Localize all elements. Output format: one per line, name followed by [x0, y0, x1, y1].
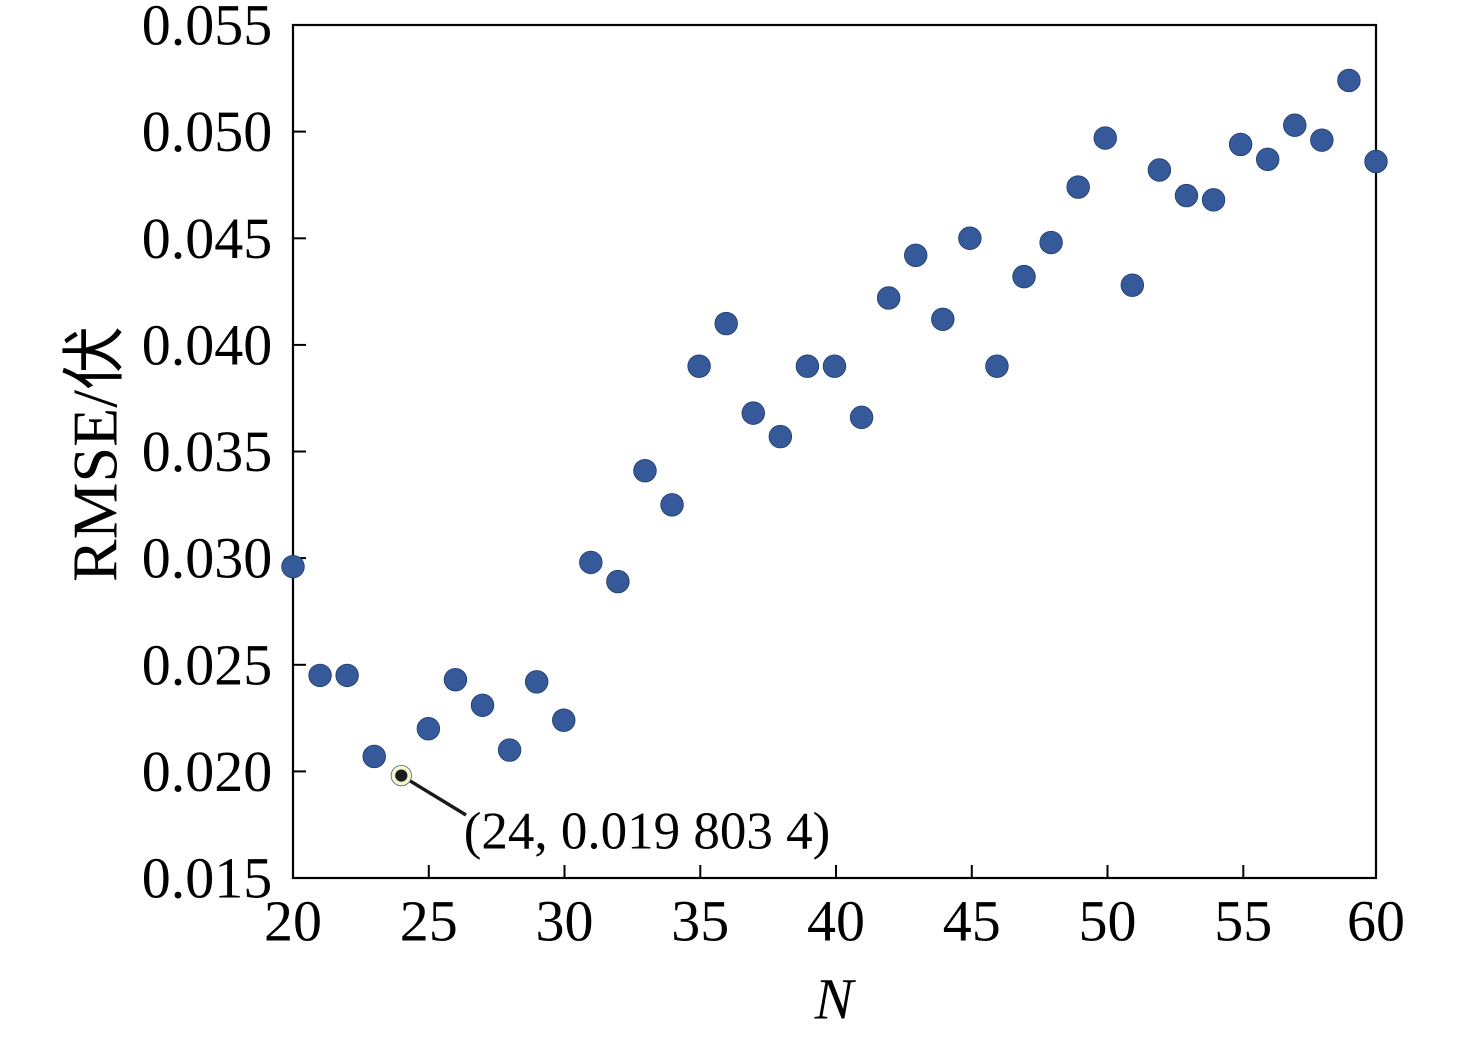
- svg-text:20: 20: [264, 889, 322, 954]
- svg-text:0.015: 0.015: [142, 846, 273, 911]
- svg-text:0.050: 0.050: [142, 99, 273, 164]
- svg-text:50: 50: [1079, 889, 1137, 954]
- svg-text:35: 35: [671, 889, 729, 954]
- svg-text:RMSE/伏: RMSE/伏: [60, 326, 131, 582]
- svg-text:0.025: 0.025: [142, 632, 273, 697]
- svg-text:45: 45: [943, 889, 1001, 954]
- svg-text:60: 60: [1347, 889, 1405, 954]
- svg-text:0.045: 0.045: [142, 206, 273, 271]
- svg-text:N: N: [814, 967, 857, 1032]
- svg-text:0.055: 0.055: [142, 0, 273, 58]
- svg-text:0.030: 0.030: [142, 526, 273, 591]
- svg-text:40: 40: [807, 889, 865, 954]
- svg-text:30: 30: [536, 889, 594, 954]
- svg-text:0.040: 0.040: [142, 312, 273, 377]
- svg-text:55: 55: [1214, 889, 1272, 954]
- svg-text:25: 25: [400, 889, 458, 954]
- svg-text:0.035: 0.035: [142, 419, 273, 484]
- svg-text:0.020: 0.020: [142, 739, 273, 804]
- svg-text:(24, 0.019 803 4): (24, 0.019 803 4): [464, 802, 831, 860]
